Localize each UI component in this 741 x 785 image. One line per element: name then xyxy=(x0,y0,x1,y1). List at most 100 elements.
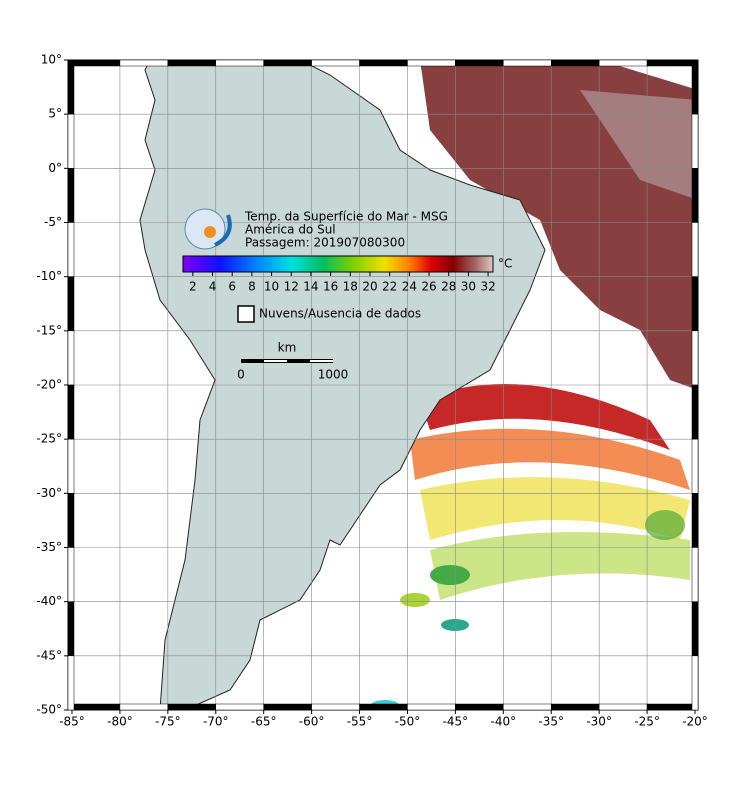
frame-segment xyxy=(598,59,648,67)
frame-segment xyxy=(550,59,600,67)
frame-segment xyxy=(215,59,264,67)
frame-segment xyxy=(503,59,552,67)
colorbar-tick-label: 30 xyxy=(461,280,476,294)
frame-segment xyxy=(598,703,648,711)
y-tick-label: 0° xyxy=(48,161,62,175)
sst-patch xyxy=(645,510,685,540)
map-area xyxy=(68,60,698,710)
frame-segment xyxy=(359,59,408,67)
frame-segment xyxy=(646,59,696,67)
sst-warm-region xyxy=(580,90,698,200)
y-tick-label: -30° xyxy=(36,486,62,500)
scale-start: 0 xyxy=(237,368,245,382)
y-tick-label: 10° xyxy=(41,53,62,67)
x-tick-label: -60° xyxy=(299,715,325,729)
colorbar-tick-label: 12 xyxy=(284,280,299,294)
frame-segment xyxy=(691,601,699,657)
x-tick-label: -35° xyxy=(538,715,564,729)
colorbar-unit: °C xyxy=(498,257,512,271)
frame-segment xyxy=(67,276,75,332)
logo-dot xyxy=(204,226,216,238)
frame-segment xyxy=(167,59,217,67)
frame-segment xyxy=(691,655,699,711)
frame-segment xyxy=(691,384,699,440)
x-tick-label: -80° xyxy=(107,715,133,729)
colorbar-tick-label: 2 xyxy=(189,280,197,294)
frame-segment xyxy=(691,276,699,332)
frame-segment xyxy=(71,59,121,67)
frame-segment xyxy=(119,59,169,67)
frame-segment xyxy=(67,438,75,494)
frame-segment xyxy=(67,222,75,277)
frame-segment xyxy=(503,703,552,711)
x-tick-label: -40° xyxy=(491,715,517,729)
colorbar-tick-label: 24 xyxy=(402,280,417,294)
frame-segment xyxy=(691,168,699,223)
tick-labels: -85° -80° -75° -70° -65° -60° -55° -50° -45° -40°… xyxy=(36,53,707,729)
frame-border xyxy=(67,59,699,711)
frame-segment xyxy=(311,703,360,711)
colorbar-ticks: 2 4 6 8 10 12 14 16 18 20 22 24 26 28 30 32 xyxy=(189,272,496,294)
x-tick-label: -20° xyxy=(682,715,708,729)
frame-segment xyxy=(71,703,121,711)
sst-band xyxy=(430,532,690,600)
frame-segment xyxy=(455,59,504,67)
frame-segment xyxy=(67,655,75,711)
frame-segment xyxy=(407,59,456,67)
y-tick-label: -5° xyxy=(44,215,62,229)
sst-patch xyxy=(430,565,470,585)
x-tick-label: -65° xyxy=(251,715,277,729)
y-tick-label: -20° xyxy=(36,378,62,392)
sst-band xyxy=(420,384,670,450)
y-tick-label: -45° xyxy=(36,648,62,662)
y-tick-label: 5° xyxy=(48,107,62,121)
legend-label: Nuvens/Ausencia de dados xyxy=(259,307,421,321)
sst-band xyxy=(410,428,690,490)
frame-segment xyxy=(263,59,312,67)
frame-segment xyxy=(455,703,504,711)
frame-segment xyxy=(407,703,456,711)
y-tick-label: -50° xyxy=(36,703,62,717)
frame-segment xyxy=(691,113,699,169)
frame-segment xyxy=(311,59,360,67)
x-tick-label: -25° xyxy=(634,715,660,729)
colorbar-tick-label: 26 xyxy=(421,280,436,294)
frame-segment xyxy=(691,438,699,494)
scale-end: 1000 xyxy=(318,368,349,382)
subtitle: América do Sul xyxy=(245,223,336,237)
frame-segment xyxy=(67,113,75,169)
frame-segment xyxy=(119,703,169,711)
colorbar xyxy=(182,255,494,273)
colorbar-tick-label: 20 xyxy=(362,280,377,294)
frame-segment xyxy=(691,330,699,386)
frame-segment xyxy=(67,330,75,386)
colorbar-tick-label: 22 xyxy=(382,280,397,294)
pass: Passagem: 201907080300 xyxy=(245,236,405,250)
frame-segment xyxy=(550,703,600,711)
colorbar-tick-label: 16 xyxy=(323,280,338,294)
colorbar-tick-label: 28 xyxy=(441,280,456,294)
frame-segment xyxy=(691,222,699,277)
scale-bar-segment xyxy=(264,360,287,362)
y-tick-label: -10° xyxy=(36,269,62,283)
colorbar-tick-label: 4 xyxy=(209,280,217,294)
logo xyxy=(184,208,232,250)
colorbar-tick-label: 18 xyxy=(343,280,358,294)
frame-segment xyxy=(691,493,699,548)
frame-segment xyxy=(263,703,312,711)
frame-segment xyxy=(646,703,696,711)
scale-bar-segment xyxy=(310,360,333,362)
title: Temp. da Superfície do Mar - MSG xyxy=(244,210,448,224)
x-tick-label: -70° xyxy=(203,715,229,729)
scale-unit: km xyxy=(278,341,297,355)
colorbar-tick-label: 10 xyxy=(264,280,279,294)
frame-segment xyxy=(67,547,75,602)
x-tick-label: -50° xyxy=(395,715,421,729)
x-tick-label: -55° xyxy=(347,715,373,729)
frame-segment xyxy=(691,547,699,602)
x-tick-label: -75° xyxy=(155,715,181,729)
legend-swatch xyxy=(237,305,255,323)
frame-segment xyxy=(67,493,75,548)
colorbar-tick-label: 6 xyxy=(228,280,236,294)
